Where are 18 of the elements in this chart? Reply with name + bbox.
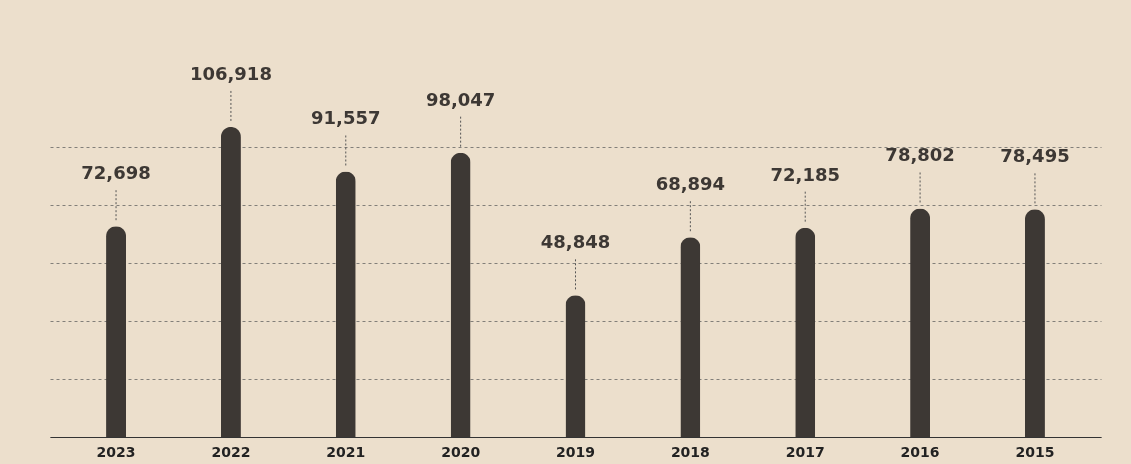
x-tick-label: 2023 bbox=[96, 443, 136, 460]
x-tick-label: 2021 bbox=[326, 443, 366, 460]
data-label: 78,495 bbox=[1000, 145, 1070, 167]
x-tick-label: 2015 bbox=[1015, 443, 1055, 460]
x-tick-label: 2020 bbox=[441, 443, 481, 460]
data-label: 72,698 bbox=[81, 162, 151, 184]
data-label: 91,557 bbox=[311, 107, 381, 129]
data-label: 106,918 bbox=[189, 62, 272, 84]
data-label: 72,185 bbox=[770, 163, 840, 185]
x-tick-label: 2019 bbox=[556, 443, 595, 460]
x-tick-label: 2018 bbox=[670, 443, 710, 460]
data-label: 98,047 bbox=[425, 88, 496, 110]
data-label: 68,894 bbox=[655, 173, 726, 195]
x-tick-label: 2016 bbox=[900, 443, 940, 460]
data-label: 78,802 bbox=[885, 144, 955, 166]
x-tick-label: 2017 bbox=[785, 443, 825, 460]
x-tick-label: 2022 bbox=[211, 443, 251, 460]
data-label: 48,848 bbox=[540, 231, 611, 253]
